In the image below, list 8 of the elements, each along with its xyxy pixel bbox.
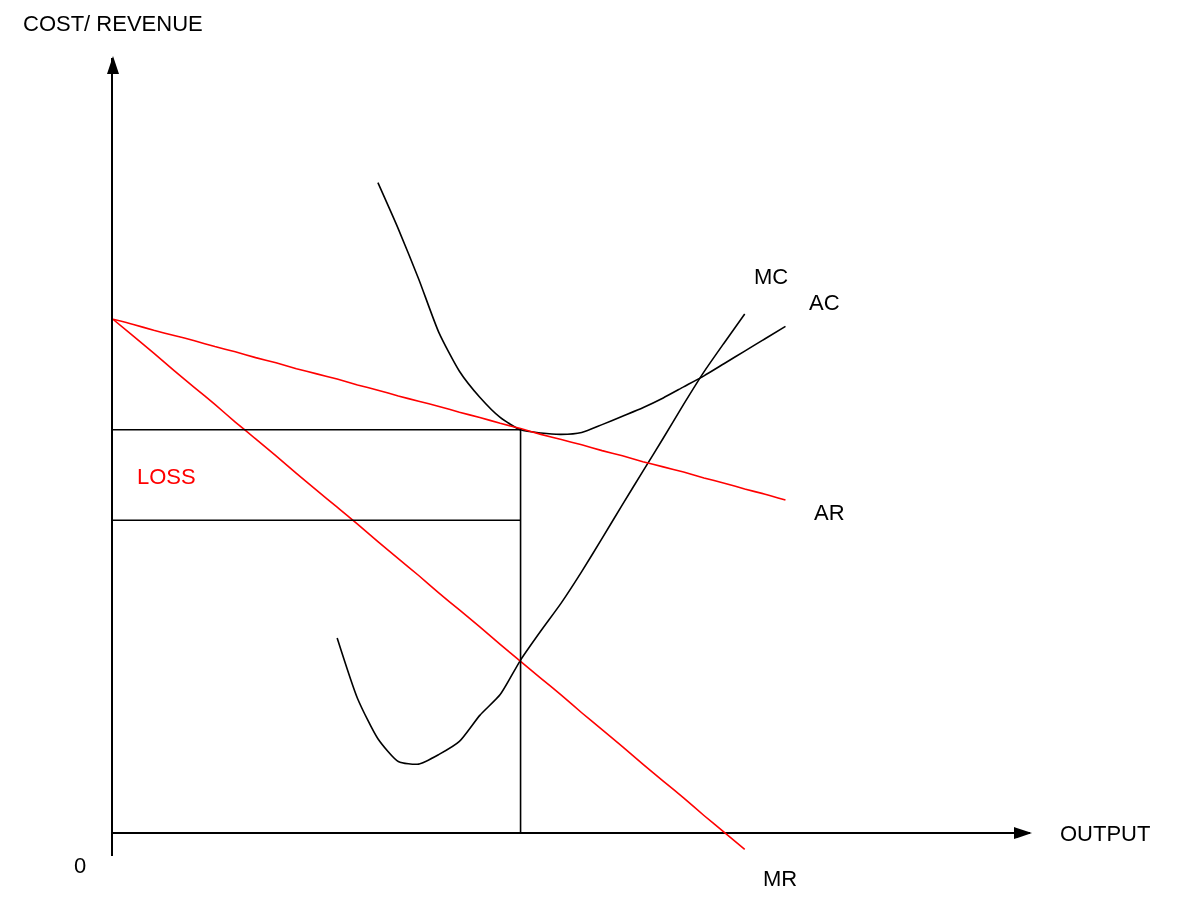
series-label: MR (763, 866, 798, 891)
annotation: LOSS (137, 464, 196, 489)
series-label: AR (814, 500, 845, 525)
series-label: AC (809, 290, 840, 315)
text: COST/ REVENUE (23, 11, 203, 36)
x-axis-title: OUTPUT (1060, 821, 1151, 846)
series-label: MC (754, 264, 789, 289)
text: 0 (74, 853, 87, 878)
